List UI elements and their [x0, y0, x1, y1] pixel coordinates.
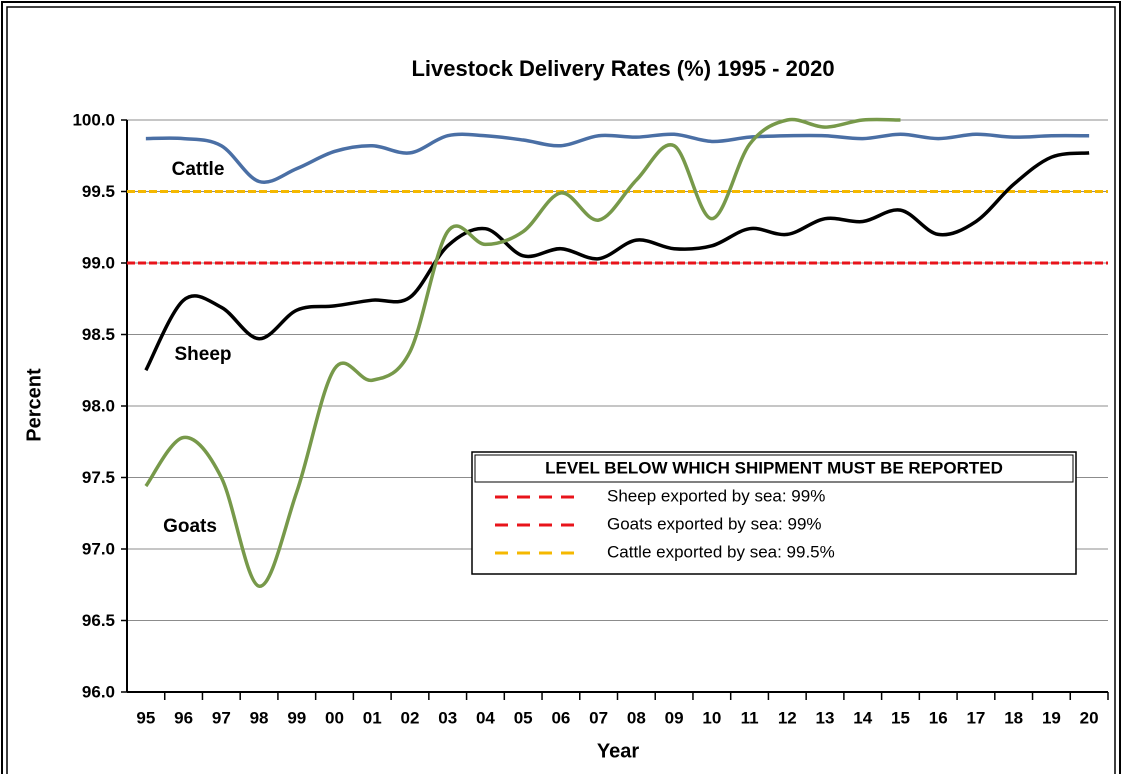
x-tick-label: 20	[1080, 708, 1099, 727]
series-label: Goats	[163, 516, 217, 537]
y-tick-label: 99.0	[82, 253, 115, 272]
x-tick-label: 12	[778, 708, 797, 727]
chart-title: Livestock Delivery Rates (%) 1995 - 2020	[411, 56, 834, 81]
x-tick-label: 98	[250, 708, 269, 727]
y-tick-label: 96.5	[82, 611, 115, 630]
x-tick-label: 06	[551, 708, 570, 727]
x-tick-label: 16	[929, 708, 948, 727]
x-tick-label: 11	[741, 708, 759, 727]
x-tick-label: 14	[853, 708, 872, 727]
series-line	[144, 117, 901, 588]
y-tick-label: 98.0	[82, 396, 115, 415]
y-tick-label: 100.0	[72, 110, 115, 129]
frame-inner	[6, 6, 1116, 774]
x-tick-label: 03	[438, 708, 457, 727]
y-tick-label: 98.5	[82, 325, 115, 344]
series-line	[144, 151, 1090, 372]
x-tick-label: 09	[665, 708, 684, 727]
x-tick-label: 00	[325, 708, 344, 727]
x-tick-label: 97	[212, 708, 231, 727]
legend-entry: Cattle exported by sea: 99.5%	[607, 542, 835, 561]
x-tick-label: 13	[816, 708, 835, 727]
x-tick-label: 02	[401, 708, 420, 727]
series-label: Cattle	[172, 159, 225, 180]
x-tick-label: 99	[287, 708, 306, 727]
x-tick-label: 05	[514, 708, 533, 727]
y-tick-label: 96.0	[82, 682, 115, 701]
x-tick-label: 07	[589, 708, 608, 727]
x-tick-label: 08	[627, 708, 646, 727]
y-tick-label: 97.0	[82, 539, 115, 558]
x-tick-label: 96	[174, 708, 193, 727]
x-axis-label: Year	[597, 740, 639, 762]
x-tick-label: 95	[136, 708, 155, 727]
y-tick-label: 99.5	[82, 182, 115, 201]
x-tick-label: 15	[891, 708, 910, 727]
x-tick-label: 18	[1004, 708, 1023, 727]
legend-entry: Goats exported by sea: 99%	[607, 514, 822, 533]
x-tick-label: 01	[363, 708, 382, 727]
legend-entry: Sheep exported by sea: 99%	[607, 486, 825, 505]
x-tick-label: 10	[702, 708, 721, 727]
y-axis-label: Percent	[23, 368, 45, 442]
legend-title-box	[474, 454, 1074, 483]
legend-title: LEVEL BELOW WHICH SHIPMENT MUST BE REPOR…	[545, 458, 1003, 477]
y-tick-label: 97.5	[82, 468, 115, 487]
series-label: Sheep	[174, 344, 231, 365]
x-tick-label: 19	[1042, 708, 1061, 727]
x-tick-label: 04	[476, 708, 495, 727]
x-tick-label: 17	[966, 708, 985, 727]
series-line	[145, 132, 1090, 184]
